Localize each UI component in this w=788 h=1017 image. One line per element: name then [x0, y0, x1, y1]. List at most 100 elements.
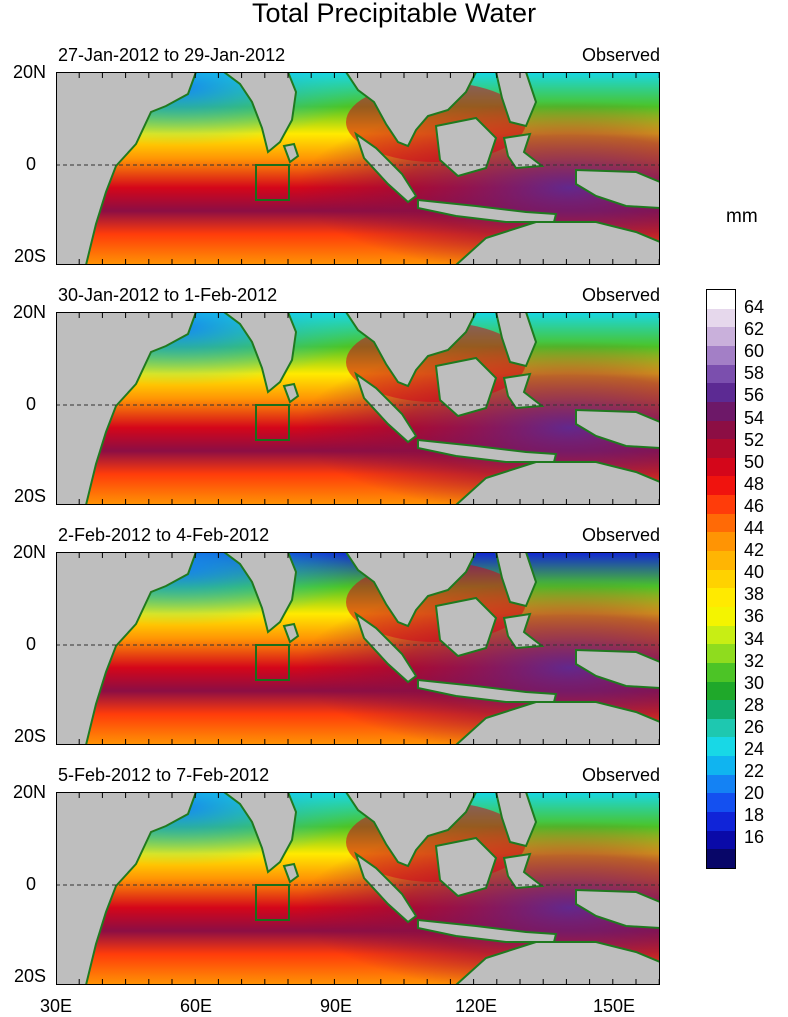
- colorbar: [706, 289, 736, 869]
- landmass: [502, 612, 545, 650]
- lon-label: 120E: [454, 996, 498, 1016]
- colorbar-swatch: [707, 812, 735, 832]
- colorbar-swatch: [707, 644, 735, 664]
- landmass: [354, 131, 418, 204]
- lon-label: 60E: [179, 996, 213, 1016]
- map-panel: [56, 792, 660, 985]
- landmass: [454, 941, 660, 985]
- analysis-box: [255, 164, 290, 201]
- colorbar-swatch: [707, 551, 735, 571]
- colorbar-swatch: [707, 588, 735, 608]
- colorbar-swatch: [707, 756, 735, 776]
- colorbar-swatch: [707, 606, 735, 627]
- landmass: [344, 72, 478, 148]
- map-canvas: [56, 552, 660, 745]
- colorbar-label: 28: [744, 694, 765, 715]
- landmass: [502, 372, 545, 410]
- colorbar-swatch: [707, 290, 735, 310]
- lat-label: 0: [25, 874, 36, 894]
- landmass: [575, 408, 660, 450]
- landmass: [434, 596, 498, 658]
- landmass: [434, 836, 498, 898]
- landmass: [494, 312, 538, 368]
- colorbar-label: 48: [744, 473, 765, 494]
- colorbar-swatch: [707, 793, 735, 813]
- landmass: [454, 221, 660, 265]
- landmass: [494, 792, 538, 848]
- landmass: [222, 792, 298, 874]
- map-panel: [56, 72, 660, 265]
- colorbar-label: 22: [744, 761, 765, 782]
- colorbar-label: 64: [744, 297, 765, 317]
- analysis-box: [255, 404, 290, 441]
- colorbar-swatch: [707, 345, 735, 366]
- colorbar-label: 44: [744, 518, 765, 538]
- map-canvas: [56, 72, 660, 265]
- colorbar-label: 42: [744, 540, 765, 561]
- lat-label: 20N: [12, 782, 46, 802]
- panel-period: 2-Feb-2012 to 4-Feb-2012: [58, 525, 270, 545]
- colorbar-swatch: [707, 439, 735, 459]
- lat-label: 20S: [13, 726, 46, 746]
- landmass: [56, 312, 198, 505]
- colorbar-label: 18: [744, 805, 765, 826]
- lon-label: 90E: [319, 996, 353, 1016]
- colorbar-label: 20: [744, 783, 765, 804]
- landmass: [282, 382, 300, 404]
- colorbar-label: 34: [744, 628, 765, 649]
- landmass: [434, 356, 498, 418]
- landmass: [222, 72, 298, 154]
- landmass: [282, 862, 300, 884]
- colorbar-units: mm: [726, 206, 758, 227]
- colorbar-swatch: [707, 383, 735, 403]
- colorbar-swatch: [707, 457, 735, 477]
- landmass: [344, 312, 478, 388]
- analysis-box: [255, 884, 290, 921]
- colorbar-swatch: [707, 327, 735, 347]
- landmass: [354, 371, 418, 444]
- figure-title: Total Precipitable Water: [251, 0, 537, 28]
- colorbar-label: 16: [744, 827, 765, 848]
- landmass: [575, 888, 660, 930]
- landmass: [282, 622, 300, 644]
- colorbar-swatch: [707, 737, 735, 757]
- colorbar-swatch: [707, 420, 735, 440]
- landmass: [56, 792, 198, 985]
- lat-label: 0: [25, 634, 36, 654]
- landmass: [454, 701, 660, 745]
- lat-label: 20S: [13, 246, 46, 266]
- colorbar-swatch: [707, 569, 735, 589]
- landmass: [494, 552, 538, 608]
- colorbar-label: 24: [744, 739, 765, 759]
- colorbar-swatch: [707, 700, 735, 720]
- lat-label: 20N: [12, 542, 46, 562]
- lat-label: 0: [25, 154, 36, 174]
- landmass: [502, 132, 545, 170]
- colorbar-swatch: [707, 774, 735, 794]
- landmass: [494, 72, 538, 128]
- lat-label: 20S: [13, 966, 46, 986]
- colorbar-swatch: [707, 476, 735, 496]
- colorbar-swatch: [707, 495, 735, 515]
- colorbar-label: 60: [744, 341, 765, 362]
- colorbar-swatch: [707, 401, 735, 421]
- map-panel: [56, 552, 660, 745]
- landmass: [434, 116, 498, 178]
- panel-period: 27-Jan-2012 to 29-Jan-2012: [58, 45, 286, 65]
- colorbar-label: 26: [744, 716, 765, 737]
- landmass: [344, 552, 478, 628]
- colorbar-swatch: [707, 849, 735, 869]
- panel-source-label: Observed: [581, 525, 660, 545]
- landmass: [575, 168, 660, 210]
- map-panel: [56, 312, 660, 505]
- landmass: [575, 648, 660, 690]
- map-canvas: [56, 792, 660, 985]
- colorbar-swatch: [707, 830, 735, 850]
- colorbar-label: 46: [744, 495, 765, 516]
- colorbar-swatch: [707, 308, 735, 328]
- colorbar-swatch: [707, 625, 735, 645]
- landmass: [354, 611, 418, 684]
- landmass: [344, 792, 478, 868]
- landmass: [454, 461, 660, 505]
- landmass: [502, 852, 545, 890]
